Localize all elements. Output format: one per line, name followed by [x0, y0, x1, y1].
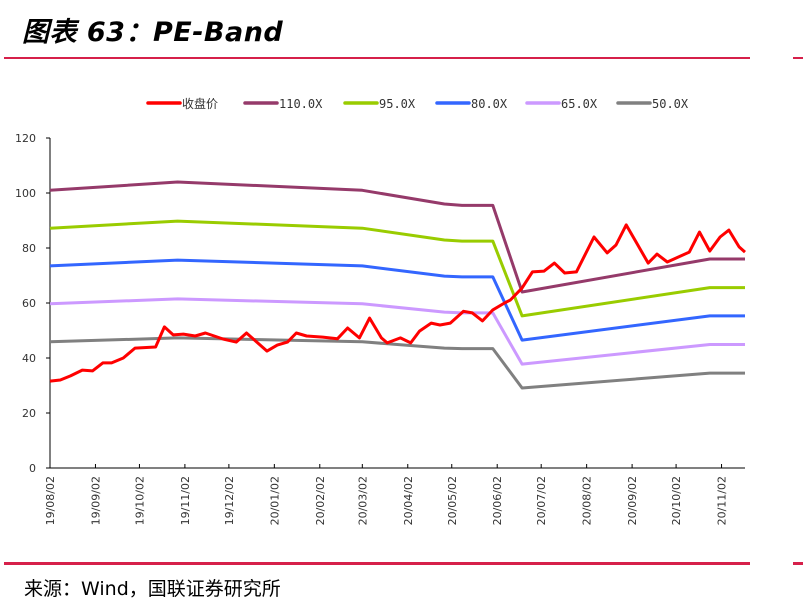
y-tick-label: 100 — [15, 187, 36, 200]
y-tick-label: 0 — [29, 462, 36, 475]
series-line-50.0X — [49, 336, 745, 390]
y-tick-label: 40 — [22, 352, 36, 365]
series-line-110.0X — [49, 180, 745, 294]
x-tick-label: 20/05/02 — [446, 476, 459, 525]
series-line-80.0X — [49, 258, 745, 342]
source-note: 来源：Wind，国联证券研究所 — [24, 578, 281, 600]
bottom-divider-right — [793, 562, 803, 565]
axes: 0 20 40 60 80 100 120 19/08/02 19/09/02 19/10/02 1… — [15, 132, 745, 525]
y-tick-label: 80 — [22, 242, 36, 255]
legend: 收盘价 110.0X 95.0X 80.0X 65.0X 50.0X — [146, 96, 689, 111]
x-tick-label: 20/01/02 — [268, 476, 281, 525]
legend-label: 110.0X — [279, 97, 323, 111]
x-tick-label: 20/10/02 — [670, 476, 683, 525]
x-tick-label: 20/03/02 — [356, 476, 369, 525]
top-divider-right — [793, 57, 803, 59]
x-tick-label: 19/11/02 — [179, 476, 192, 525]
x-tick-label: 20/02/02 — [314, 476, 327, 525]
x-tick-label: 20/11/02 — [716, 476, 729, 525]
top-divider — [4, 57, 750, 59]
bottom-divider — [4, 562, 750, 565]
legend-label: 50.0X — [652, 97, 689, 111]
y-tick-label: 60 — [22, 297, 36, 310]
series-line-95.0X — [49, 219, 745, 318]
x-tick-label: 20/04/02 — [402, 476, 415, 525]
x-tick-label: 20/06/02 — [491, 476, 504, 525]
legend-label: 收盘价 — [182, 96, 218, 111]
y-tick-label: 20 — [22, 407, 36, 420]
series-lines — [49, 180, 746, 390]
x-tick-label: 20/08/02 — [581, 476, 594, 525]
x-tick-label: 19/10/02 — [133, 476, 146, 525]
legend-label: 95.0X — [379, 97, 416, 111]
chart-title: 图表 63：PE-Band — [22, 17, 284, 48]
y-tick-label: 120 — [15, 132, 36, 145]
series-line-收盘价 — [49, 223, 746, 383]
series-line-65.0X — [49, 297, 745, 366]
x-tick-label: 19/08/02 — [44, 476, 57, 525]
x-tick-label: 20/09/02 — [626, 476, 639, 525]
legend-label: 80.0X — [471, 97, 508, 111]
legend-label: 65.0X — [561, 97, 598, 111]
x-tick-label: 20/07/02 — [535, 476, 548, 525]
x-tick-label: 19/12/02 — [223, 476, 236, 525]
x-tick-label: 19/09/02 — [89, 476, 102, 525]
